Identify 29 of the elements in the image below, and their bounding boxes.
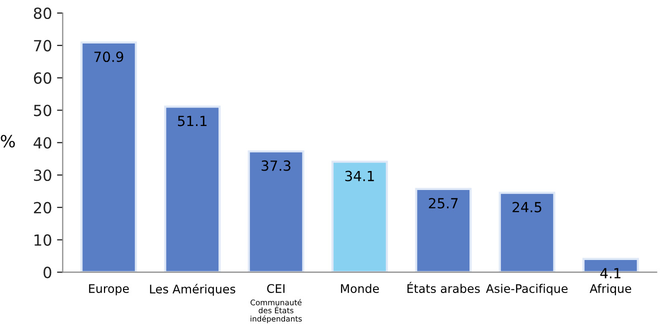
bar xyxy=(164,106,221,272)
bar xyxy=(498,192,556,272)
y-tick-label: 10 xyxy=(34,234,52,246)
y-tick-label: 20 xyxy=(34,202,52,214)
y-tick-label: 50 xyxy=(34,104,52,116)
y-axis-title: % xyxy=(0,134,15,148)
bar xyxy=(80,41,137,272)
data-label: 25.7 xyxy=(428,198,458,208)
x-tick-label: États arabes xyxy=(407,282,480,294)
x-tick-label: Asie-Pacifique xyxy=(486,284,568,296)
data-label: 37.3 xyxy=(262,160,290,171)
y-tick-label: 60 xyxy=(34,72,52,84)
x-tick-label: Monde xyxy=(341,284,379,294)
y-tick-label: 30 xyxy=(34,169,52,182)
data-label: 34.1 xyxy=(345,170,374,182)
data-label: 70.9 xyxy=(94,52,124,62)
bar xyxy=(248,150,304,272)
y-tick-label: 70 xyxy=(34,40,52,52)
data-label: 4.1 xyxy=(600,268,620,278)
y-tick-label: 0 xyxy=(44,266,52,278)
bar xyxy=(331,160,388,272)
x-tick-label: Les Amériques xyxy=(150,284,236,296)
x-tick-label: Europe xyxy=(89,284,129,296)
y-tick-label: 40 xyxy=(34,137,52,149)
bar xyxy=(415,188,472,272)
data-label: 51.1 xyxy=(178,116,207,126)
y-tick-label: 80 xyxy=(34,8,52,20)
x-tick-label: Afrique xyxy=(590,284,632,296)
data-label: 24.5 xyxy=(512,202,542,212)
